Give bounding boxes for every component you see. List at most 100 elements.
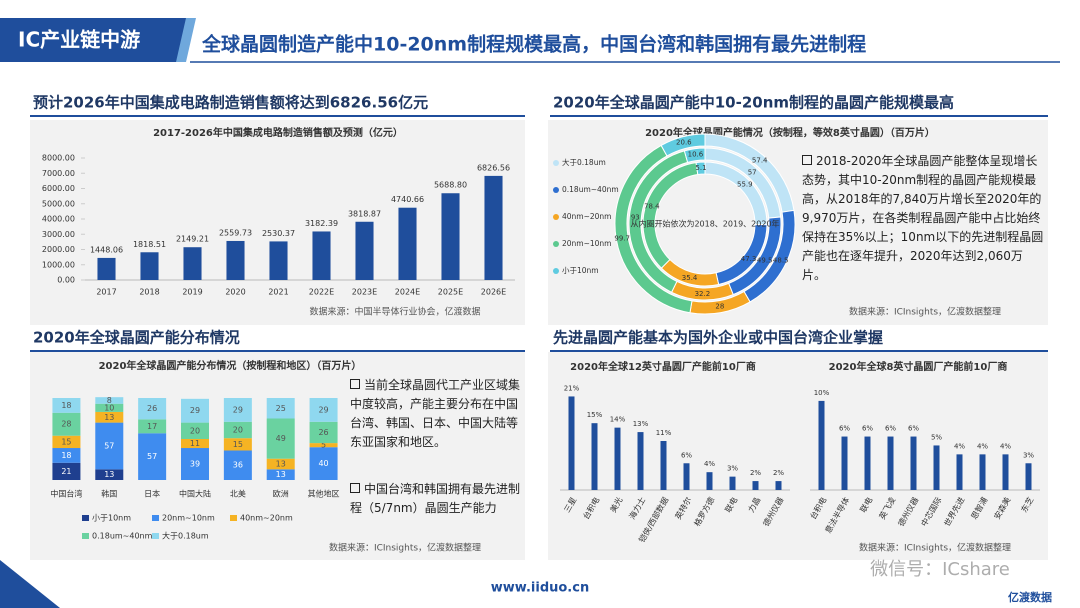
- segment-label: 18: [61, 401, 71, 410]
- segment-label: 20: [190, 426, 200, 435]
- bar: [591, 423, 598, 490]
- segment-label: 17: [147, 422, 157, 431]
- legend-swatch: [152, 533, 159, 539]
- value-label: 6%: [885, 425, 896, 433]
- value-label: 6%: [681, 451, 692, 459]
- bar-segment: [181, 422, 209, 439]
- bar-segment: [181, 439, 209, 449]
- value-label: 6826.56: [477, 163, 510, 172]
- legend-label: 大于0.18um: [162, 531, 209, 541]
- bar-segment: [266, 469, 295, 480]
- value-label: 6%: [862, 425, 873, 433]
- value-label: 4%: [1000, 442, 1011, 450]
- segment-label: 35.4: [682, 274, 698, 282]
- segment-label: 48.5: [773, 256, 789, 264]
- bar-segment: [52, 435, 81, 449]
- segment-label: 99.7: [614, 234, 630, 242]
- x-tick-label: 欧洲: [273, 489, 289, 499]
- segment-label: 20.6: [676, 139, 692, 147]
- bar: [864, 436, 871, 490]
- footer-logo: 亿渡数据: [1008, 590, 1052, 604]
- bar-segment: [138, 419, 167, 434]
- bar-segment: [95, 469, 124, 480]
- y-tick-label: 3000.00: [42, 230, 75, 239]
- source-note: 数据来源：ICInsights，亿渡数据整理: [849, 306, 1001, 318]
- x-tick-label: 2024E: [395, 288, 420, 297]
- y-tick-label: 5000.00: [42, 199, 75, 208]
- legend-label: 大于0.18um: [562, 157, 606, 167]
- bar: [614, 427, 621, 490]
- bar: [183, 247, 202, 280]
- bar: [706, 472, 713, 490]
- bar: [398, 207, 417, 280]
- bar: [269, 241, 288, 280]
- corner-deco: [0, 560, 60, 608]
- y-tick-label: 2000.00: [42, 245, 75, 254]
- bar: [956, 454, 963, 490]
- bar: [841, 436, 848, 490]
- segment-label: 13: [276, 470, 286, 479]
- section-heading: 2020年全球晶圆产能分布情况: [33, 329, 240, 347]
- bar: [1025, 463, 1032, 490]
- section-heading: 预计2026年中国集成电路制造销售额将达到6826.56亿元: [33, 94, 428, 112]
- legend-label: 40nm~20nm: [240, 514, 293, 523]
- y-tick-label: 0.00: [57, 276, 75, 285]
- watermark: 微信号：ICshare: [870, 559, 1010, 580]
- x-tick-label: 2022E: [309, 288, 334, 297]
- bar-segment: [52, 448, 81, 463]
- bar: [484, 175, 503, 280]
- x-tick-label: 2025E: [438, 288, 463, 297]
- source-note: 数据来源：中国半导体行业协会，亿渡数据: [309, 306, 480, 318]
- segment-label: 5.1: [695, 164, 706, 172]
- bar: [933, 445, 940, 490]
- segment-label: 29: [318, 405, 328, 414]
- value-label: 1448.06: [90, 245, 123, 254]
- bar: [312, 231, 331, 280]
- section-heading: 2020年全球晶圆产能中10-20nm制程的晶圆产能规模最高: [553, 94, 954, 112]
- value-label: 3182.39: [305, 219, 338, 228]
- value-label: 1818.51: [133, 240, 166, 249]
- value-label: 6%: [839, 425, 850, 433]
- legend-label: 0.18um~40nm: [92, 532, 153, 541]
- value-label: 2530.37: [262, 229, 295, 238]
- y-tick-label: 7000.00: [42, 169, 75, 178]
- bar-segment: [266, 418, 295, 459]
- segment-label: 93: [631, 214, 640, 222]
- value-label: 5%: [931, 433, 942, 441]
- legend-swatch: [553, 160, 559, 166]
- donut-segment: [683, 147, 706, 164]
- bar: [818, 400, 825, 490]
- value-label: 15%: [587, 411, 603, 419]
- x-tick-label: 北美: [230, 489, 246, 499]
- bar: [140, 252, 159, 280]
- bar-segment: [309, 398, 338, 422]
- x-tick-label: 其他地区: [308, 489, 340, 499]
- bar: [910, 436, 917, 490]
- segment-label: 13: [104, 470, 114, 479]
- bar-segment: [181, 398, 209, 423]
- value-label: 2559.73: [219, 228, 252, 237]
- segment-label: 28: [715, 303, 724, 311]
- bar: [775, 481, 782, 490]
- legend-swatch: [553, 241, 559, 247]
- bar-segment: [309, 421, 338, 444]
- bar-segment: [223, 398, 252, 422]
- note: 当前全球晶圆代工产业区域集中度较高，产能主要分布在中国台湾、韩国、日本、中国大陆…: [350, 376, 520, 452]
- value-label: 13%: [633, 420, 649, 428]
- section-heading: 先进晶圆产能基本为国外企业或中国台湾企业掌握: [553, 329, 883, 347]
- legend-swatch: [553, 268, 559, 274]
- donut-segment: [695, 161, 706, 176]
- segment-label: 57.4: [752, 156, 768, 164]
- chart-title: 2017-2026年中国集成电路制造销售额及预测（亿元）: [153, 126, 403, 139]
- header-tab: [0, 18, 190, 62]
- bar-segment: [52, 412, 81, 436]
- segment-label: 18: [61, 451, 71, 460]
- panel-bg: [548, 352, 1048, 560]
- value-label: 10%: [814, 389, 830, 397]
- x-tick-label: 2017: [96, 288, 116, 297]
- segment-label: 25: [276, 404, 286, 413]
- bar-segment: [223, 438, 252, 451]
- bar-segment: [266, 458, 295, 470]
- segment-label: 39: [190, 460, 200, 469]
